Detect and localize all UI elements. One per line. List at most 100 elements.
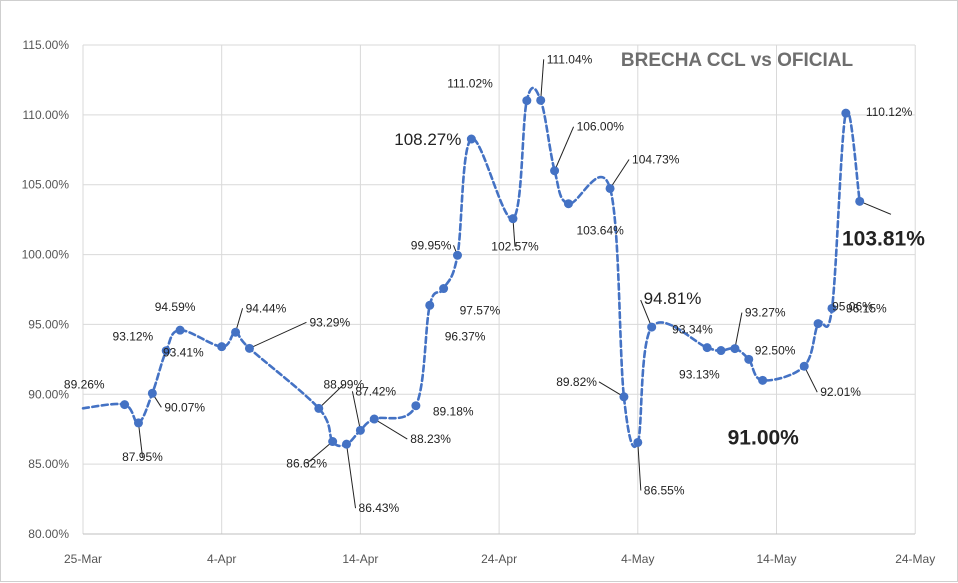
- axes: 80.00% 85.00% 90.00% 95.00% 100.00% 105.00% 11…: [22, 38, 936, 566]
- data-point: [342, 439, 352, 449]
- data-label: 106.00%: [577, 120, 625, 134]
- data-labels: 89.26% 87.95% 90.07% 93.12% 94.59% 93.41% 94.4…: [64, 52, 925, 515]
- data-label: 96.37%: [445, 329, 486, 343]
- data-point: [452, 250, 462, 260]
- data-label: 93.27%: [745, 306, 786, 320]
- data-label: 103.81%: [842, 227, 925, 250]
- data-label: 89.18%: [433, 405, 474, 419]
- x-tick-label: 24-May: [895, 552, 935, 566]
- data-label: 88.23%: [410, 432, 451, 446]
- label-leader: [346, 444, 357, 509]
- data-point: [133, 418, 143, 428]
- data-label: 95.06%: [832, 300, 873, 314]
- data-point: [744, 354, 754, 364]
- gridlines: [82, 44, 916, 535]
- data-label: 89.26%: [64, 378, 105, 392]
- label-leader: [640, 299, 653, 328]
- data-point: [536, 95, 546, 105]
- data-label: 102.57%: [491, 240, 539, 254]
- data-label: 93.34%: [672, 323, 713, 337]
- data-point: [369, 414, 379, 424]
- y-tick-label: 95.00%: [28, 317, 69, 331]
- data-label: 93.29%: [309, 315, 350, 329]
- data-label: 99.95%: [411, 238, 452, 252]
- data-point: [244, 343, 254, 353]
- data-point: [120, 400, 130, 410]
- data-point: [633, 437, 643, 447]
- data-label: 91.00%: [728, 426, 800, 449]
- data-label: 103.64%: [576, 224, 624, 238]
- data-point: [411, 401, 421, 411]
- data-point: [425, 300, 435, 310]
- label-leader: [137, 422, 143, 457]
- data-point: [355, 425, 365, 435]
- data-label: 110.12%: [866, 105, 913, 119]
- data-point: [799, 361, 809, 371]
- data-label: 97.57%: [460, 304, 501, 318]
- label-leader: [637, 442, 642, 491]
- data-point: [522, 96, 532, 106]
- data-label: 104.73%: [632, 152, 680, 166]
- data-label: 108.27%: [394, 130, 461, 149]
- label-leader-lines: [137, 59, 892, 509]
- x-tick-label: 4-May: [621, 552, 654, 566]
- label-leader: [540, 59, 545, 101]
- data-point: [147, 388, 157, 398]
- data-label: 93.13%: [679, 368, 720, 382]
- data-point: [619, 392, 629, 402]
- data-label: 89.82%: [556, 375, 597, 389]
- data-point: [328, 437, 338, 447]
- data-point: [855, 196, 865, 206]
- data-label: 87.42%: [355, 384, 396, 398]
- label-leader: [374, 418, 408, 440]
- label-leader: [306, 441, 333, 464]
- data-point: [231, 327, 241, 337]
- data-point: [161, 346, 171, 356]
- data-label: 94.81%: [644, 289, 702, 308]
- x-tick-label: 24-Apr: [481, 552, 517, 566]
- x-tick-label: 14-Apr: [342, 552, 378, 566]
- y-tick-label: 85.00%: [28, 457, 69, 471]
- data-label: 88.99%: [323, 377, 364, 391]
- data-point: [508, 214, 518, 224]
- data-point: [439, 284, 449, 294]
- y-tick-label: 115.00%: [23, 38, 70, 52]
- data-point: [702, 343, 712, 353]
- y-tick-label: 90.00%: [28, 387, 69, 401]
- data-label: 94.59%: [155, 300, 196, 314]
- data-point: [647, 322, 657, 332]
- data-point: [466, 134, 476, 144]
- chart-title: BRECHA CCL vs OFICIAL: [621, 50, 854, 71]
- x-tick-label: 4-Apr: [207, 552, 236, 566]
- data-label: 90.07%: [164, 400, 205, 414]
- data-point: [314, 403, 324, 413]
- y-tick-label: 110.00%: [23, 108, 70, 122]
- data-point: [827, 303, 837, 313]
- data-point: [841, 108, 851, 118]
- data-point: [217, 342, 227, 352]
- label-leader: [249, 321, 307, 349]
- data-label: 87.95%: [122, 450, 163, 464]
- label-leader: [803, 365, 818, 393]
- data-label: 86.62%: [286, 457, 327, 471]
- data-point: [550, 166, 560, 176]
- label-leader: [512, 218, 516, 247]
- data-point: [813, 319, 823, 329]
- label-leader: [598, 381, 625, 398]
- data-label: 92.01%: [820, 385, 861, 399]
- data-point: [716, 346, 726, 356]
- data-point: [175, 325, 185, 335]
- y-tick-label: 105.00%: [22, 178, 70, 192]
- label-leader: [318, 384, 345, 409]
- label-leader: [859, 200, 892, 215]
- data-point: [730, 344, 740, 354]
- data-point: [563, 199, 573, 209]
- x-tick-label: 14-May: [756, 552, 796, 566]
- data-label: 96.15%: [846, 301, 887, 315]
- label-leader: [734, 312, 743, 349]
- data-point: [605, 183, 615, 193]
- data-label: 92.50%: [755, 343, 796, 357]
- y-tick-label: 100.00%: [22, 248, 70, 262]
